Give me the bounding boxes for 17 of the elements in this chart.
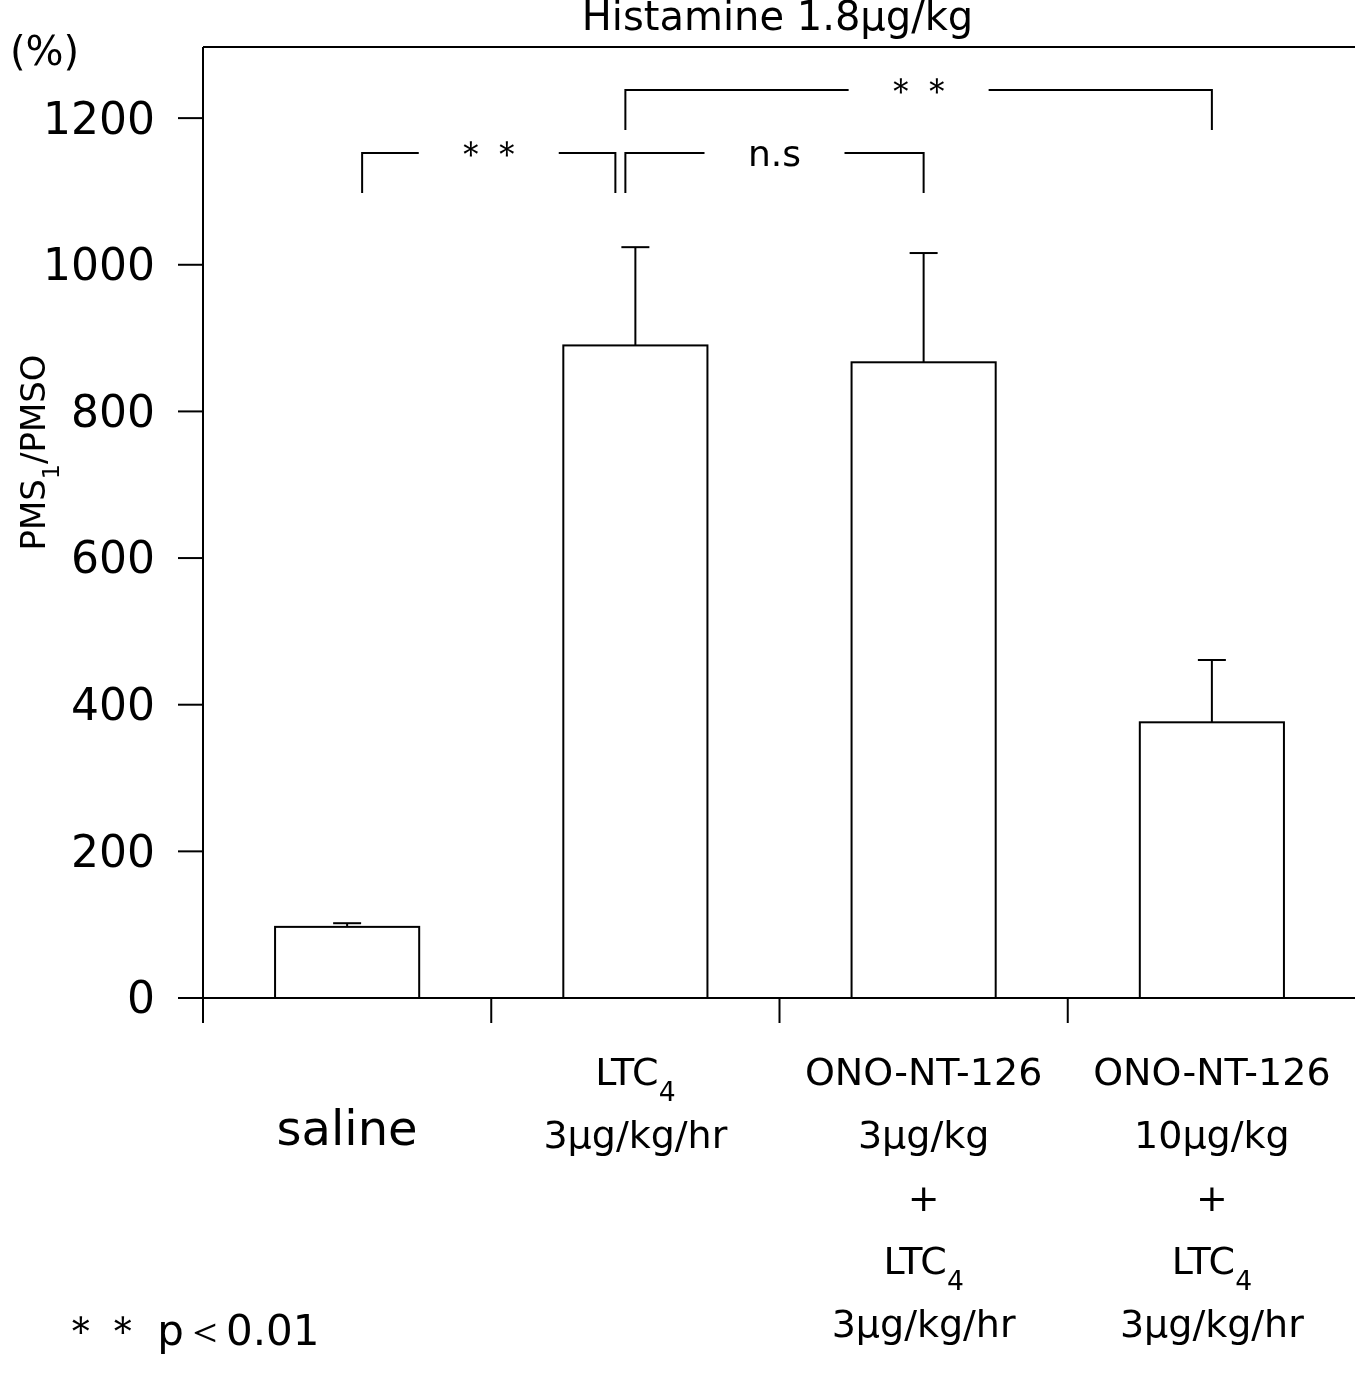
y-tick-label: 600 — [71, 532, 155, 584]
y-tick-label: 200 — [71, 825, 155, 877]
y-tick-label: 0 — [127, 972, 155, 1024]
text: (%) — [10, 28, 80, 74]
y-tick-label: 1000 — [43, 239, 155, 291]
annotation: ＊＊ — [882, 69, 955, 111]
y-tick-label: 800 — [71, 385, 155, 437]
chart-title: Histamine 1.8μg/kg — [581, 0, 974, 39]
x-tick-label: ONO-NT-126 3μg/kg + LTC$_{4}$ 3μg/kg/hr — [804, 1050, 1043, 1346]
text: ＊＊ p＜0.01 — [60, 1306, 320, 1355]
x-tick-label: saline — [276, 1100, 418, 1156]
annotation: ＊＊ — [452, 132, 525, 174]
x-tick-label: LTC$_{4}$ 3μg/kg/hr — [543, 1050, 728, 1157]
y-tick-label: 1200 — [43, 92, 155, 144]
y-tick-label: 400 — [71, 679, 155, 731]
x-tick-label: ONO-NT-126 10μg/kg + LTC$_{4}$ 3μg/kg/hr — [1093, 1050, 1331, 1346]
annotation: n.s — [747, 132, 802, 174]
